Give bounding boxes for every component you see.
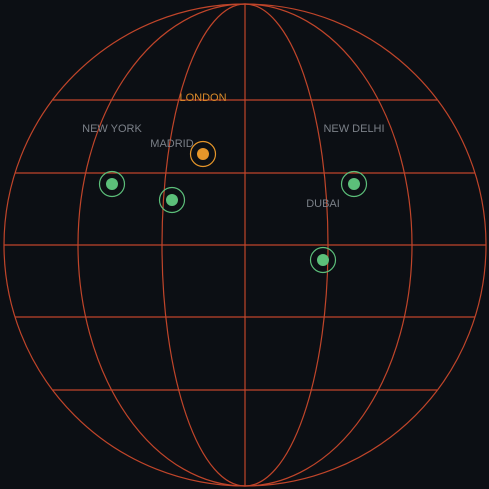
city-label-london: LONDON bbox=[179, 92, 226, 104]
city-marker-new-york[interactable] bbox=[98, 170, 126, 198]
marker-dot bbox=[197, 148, 209, 160]
city-marker-london[interactable] bbox=[189, 140, 217, 168]
marker-dot bbox=[166, 194, 178, 206]
city-label-new-delhi: NEW DELHI bbox=[323, 123, 384, 135]
city-label-new-york: NEW YORK bbox=[82, 123, 142, 135]
marker-ring bbox=[340, 170, 368, 198]
city-label-dubai: DUBAI bbox=[306, 198, 340, 210]
marker-dot bbox=[348, 178, 360, 190]
marker-ring bbox=[189, 140, 217, 168]
marker-ring bbox=[98, 170, 126, 198]
city-labels: LONDON NEW YORK MADRID NEW DELHI DUBAI bbox=[82, 92, 384, 210]
marker-dot bbox=[106, 178, 118, 190]
city-marker-new-delhi[interactable] bbox=[340, 170, 368, 198]
marker-dot bbox=[317, 254, 329, 266]
city-marker-dubai[interactable] bbox=[309, 246, 337, 274]
city-label-madrid: MADRID bbox=[150, 138, 193, 150]
marker-ring bbox=[158, 186, 186, 214]
city-markers bbox=[98, 140, 368, 274]
marker-ring bbox=[309, 246, 337, 274]
globe-grid bbox=[3, 3, 487, 487]
meridian-ellipse bbox=[77, 3, 413, 487]
city-marker-madrid[interactable] bbox=[158, 186, 186, 214]
